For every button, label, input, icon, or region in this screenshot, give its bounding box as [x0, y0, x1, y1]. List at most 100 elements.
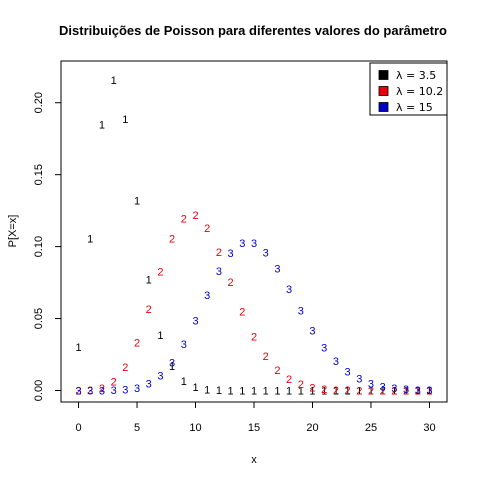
point-series-1: 1 [309, 385, 315, 397]
point-series-2: 2 [391, 385, 397, 397]
point-series-1: 1 [345, 385, 351, 397]
point-series-2: 2 [380, 385, 386, 397]
point-series-1: 1 [239, 385, 245, 397]
point-series-1: 1 [87, 233, 93, 245]
point-series-1: 1 [192, 382, 198, 394]
point-series-3: 3 [99, 385, 105, 397]
point-series-2: 2 [87, 385, 93, 397]
point-series-1: 1 [99, 119, 105, 131]
point-series-3: 3 [216, 266, 222, 278]
legend-swatch [378, 102, 389, 112]
point-series-2: 2 [157, 266, 163, 278]
point-series-1: 1 [122, 114, 128, 126]
point-series-2: 2 [181, 213, 187, 225]
point-series-3: 3 [239, 238, 245, 250]
y-tick-label: 0.05 [33, 308, 45, 329]
point-series-3: 3 [345, 366, 351, 378]
point-series-2: 2 [298, 379, 304, 391]
point-series-2: 2 [216, 247, 222, 259]
point-series-1: 1 [321, 385, 327, 397]
x-tick-label: 30 [423, 422, 435, 434]
point-series-2: 2 [309, 382, 315, 394]
point-series-3: 3 [368, 378, 374, 390]
point-series-2: 2 [146, 304, 152, 316]
legend-items: λ = 3.5 λ = 10.2 λ = 15 [378, 69, 443, 114]
point-series-2: 2 [263, 351, 269, 363]
y-tick-label: 0.15 [33, 164, 45, 185]
point-series-3: 3 [181, 339, 187, 351]
point-series-3: 3 [75, 385, 81, 397]
y-tick-label: 0.20 [33, 92, 45, 113]
legend-label: λ = 3.5 [396, 69, 436, 82]
point-series-3: 3 [391, 383, 397, 395]
point-series-3: 3 [403, 384, 409, 396]
point-series-1: 1 [75, 342, 81, 354]
point-series-1: 1 [368, 385, 374, 397]
point-series-3: 3 [426, 385, 432, 397]
point-series-2: 2 [134, 337, 140, 349]
point-series-1: 1 [263, 385, 269, 397]
x-tick-label: 20 [306, 422, 318, 434]
y-axis-label: P[X=x] [7, 215, 19, 248]
point-series-1: 1 [333, 385, 339, 397]
y-axis: 0.00 0.05 0.10 0.15 0.20 [33, 92, 62, 401]
legend-swatch [378, 70, 389, 80]
y-tick-label: 0.10 [33, 236, 45, 257]
point-series-1: 1 [274, 385, 280, 397]
point-series-2: 2 [345, 385, 351, 397]
point-series-2: 2 [111, 376, 117, 388]
point-series-3: 3 [274, 264, 280, 276]
point-series-2: 2 [356, 385, 362, 397]
legend-swatch [378, 86, 389, 96]
point-series-1: 1 [356, 385, 362, 397]
point-series-2: 2 [169, 234, 175, 246]
x-tick-label: 15 [248, 422, 260, 434]
point-series-3: 3 [298, 305, 304, 317]
point-series-2: 2 [426, 385, 432, 397]
legend: λ = 3.5 λ = 10.2 λ = 15 [369, 62, 448, 116]
point-series-2: 2 [75, 385, 81, 397]
x-tick-label: 10 [189, 422, 201, 434]
point-series-1: 1 [146, 275, 152, 287]
point-series-3: 3 [111, 385, 117, 397]
point-series-2: 2 [286, 374, 292, 386]
point-series-3: 3 [204, 290, 210, 302]
point-series-2: 2 [415, 385, 421, 397]
point-series-3: 3 [228, 248, 234, 260]
point-series-3: 3 [356, 374, 362, 386]
point-series-1: 1 [169, 361, 175, 373]
point-series-1: 1 [426, 385, 432, 397]
point-series-3: 3 [415, 385, 421, 397]
point-series-1: 1 [298, 385, 304, 397]
point-series-1: 1 [403, 385, 409, 397]
point-series-1: 1 [216, 385, 222, 397]
point-series-3: 3 [321, 342, 327, 354]
point-series-2: 2 [204, 223, 210, 235]
point-series-3: 3 [157, 371, 163, 383]
x-tick-label: 0 [75, 422, 81, 434]
point-series-3: 3 [134, 383, 140, 395]
point-series-1: 1 [204, 384, 210, 396]
point-series-1: 1 [181, 376, 187, 388]
point-series-2: 2 [192, 210, 198, 222]
point-series-3: 3 [263, 247, 269, 259]
y-tick-label: 0.00 [33, 380, 45, 401]
point-series-2: 2 [368, 385, 374, 397]
point-series-2: 2 [403, 385, 409, 397]
point-series-3: 3 [192, 316, 198, 328]
legend-label: λ = 10.2 [396, 85, 443, 98]
point-series-2: 2 [239, 306, 245, 318]
point-series-3: 3 [380, 381, 386, 393]
x-axis: 0 5 10 15 20 25 30 [75, 401, 436, 434]
point-series-3: 3 [87, 385, 93, 397]
point-series-1: 1 [228, 385, 234, 397]
point-series-2: 2 [251, 332, 257, 344]
point-series-2: 2 [333, 385, 339, 397]
point-series-1: 1 [380, 385, 386, 397]
point-series-3: 3 [146, 379, 152, 391]
point-series-3: 3 [251, 238, 257, 250]
point-series-2: 2 [99, 383, 105, 395]
point-series-3: 3 [309, 325, 315, 337]
